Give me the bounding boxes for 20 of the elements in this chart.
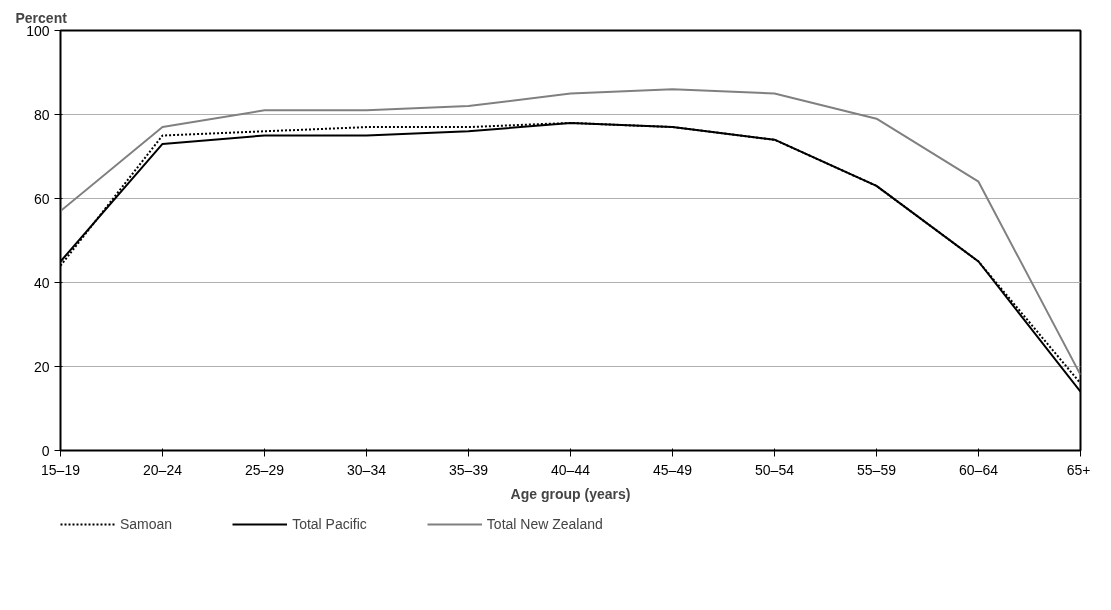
y-tick-label: 40 (33, 274, 50, 291)
y-tick-label: 80 (33, 106, 50, 123)
x-tick-label: 35–39 (449, 461, 489, 478)
x-tick-label: 55–59 (857, 461, 897, 478)
x-tick-label: 30–34 (347, 461, 387, 478)
x-axis-title: Age group (years) (510, 485, 631, 502)
x-tick-label: 20–24 (143, 461, 183, 478)
y-tick-label: 0 (41, 442, 50, 459)
x-tick-label: 25–29 (245, 461, 285, 478)
x-tick-label: 65+ (1066, 461, 1091, 478)
legend-label: Samoan (120, 516, 173, 532)
x-tick-label: 15–19 (41, 461, 81, 478)
y-tick-label: 60 (33, 190, 50, 207)
y-tick-label: 20 (33, 358, 50, 375)
legend-label: Total New Zealand (486, 516, 603, 532)
x-tick-label: 50–54 (755, 461, 795, 478)
x-tick-label: 60–64 (959, 461, 999, 478)
x-tick-label: 45–49 (653, 461, 693, 478)
x-tick-label: 40–44 (551, 461, 591, 478)
legend-label: Total Pacific (292, 516, 367, 532)
